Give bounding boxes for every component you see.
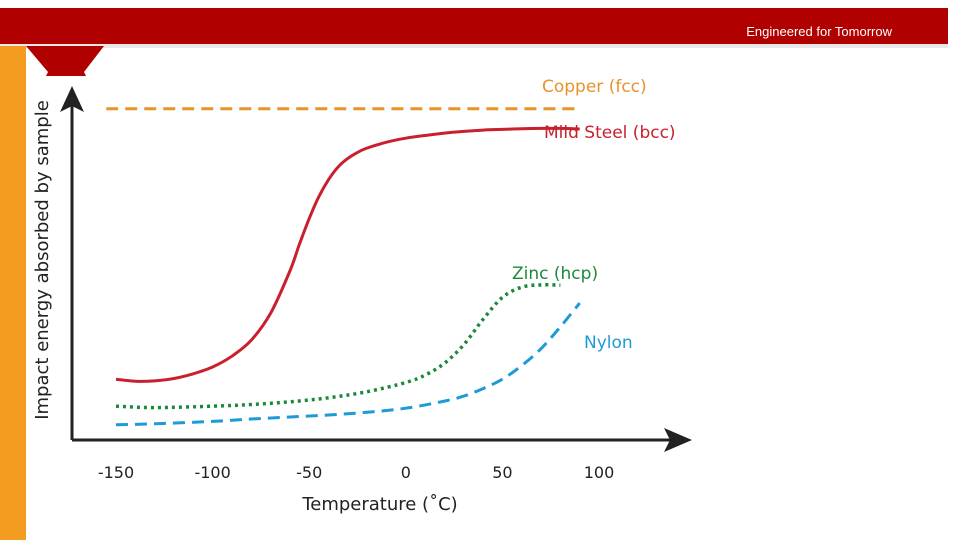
- series-line-mild-steel-bcc: [115, 126, 580, 383]
- series-line-nylon: [115, 302, 581, 427]
- series-layer: [106, 107, 581, 427]
- y-axis-arrow: [60, 86, 84, 112]
- x-axis-arrow: [664, 428, 692, 452]
- x-tick-label: 100: [584, 463, 615, 482]
- y-axis-title: Impact energy absorbed by sample: [32, 100, 53, 420]
- left-accent-bar: [0, 48, 26, 540]
- x-tick-label: 50: [492, 463, 512, 482]
- series-label-mild-steel-bcc: Mild Steel (bcc): [544, 123, 676, 143]
- labels-layer: Copper (fcc) Mild Steel (bcc) Zinc (hcp) Ny…: [512, 77, 676, 353]
- banner-notch: [0, 46, 104, 80]
- header-banner: Engineered for Tomorrow: [0, 8, 948, 46]
- series-label-nylon: Nylon: [584, 333, 633, 353]
- x-tick-label: 0: [401, 463, 411, 482]
- axes: [60, 86, 692, 452]
- ticks-layer: -150 -100 -50 0 50 100: [98, 463, 614, 482]
- x-tick-label: -100: [194, 463, 230, 482]
- tagline-text: Engineered for Tomorrow: [746, 24, 892, 39]
- series-label-copper-fcc: Copper (fcc): [542, 77, 647, 97]
- banner-shadow: [0, 44, 948, 48]
- series-label-zinc-hcp: Zinc (hcp): [512, 264, 598, 284]
- series-line-zinc-hcp: [115, 283, 561, 410]
- x-tick-label: -50: [296, 463, 322, 482]
- x-axis-title: Temperature (˚C): [301, 494, 457, 515]
- x-tick-label: -150: [98, 463, 134, 482]
